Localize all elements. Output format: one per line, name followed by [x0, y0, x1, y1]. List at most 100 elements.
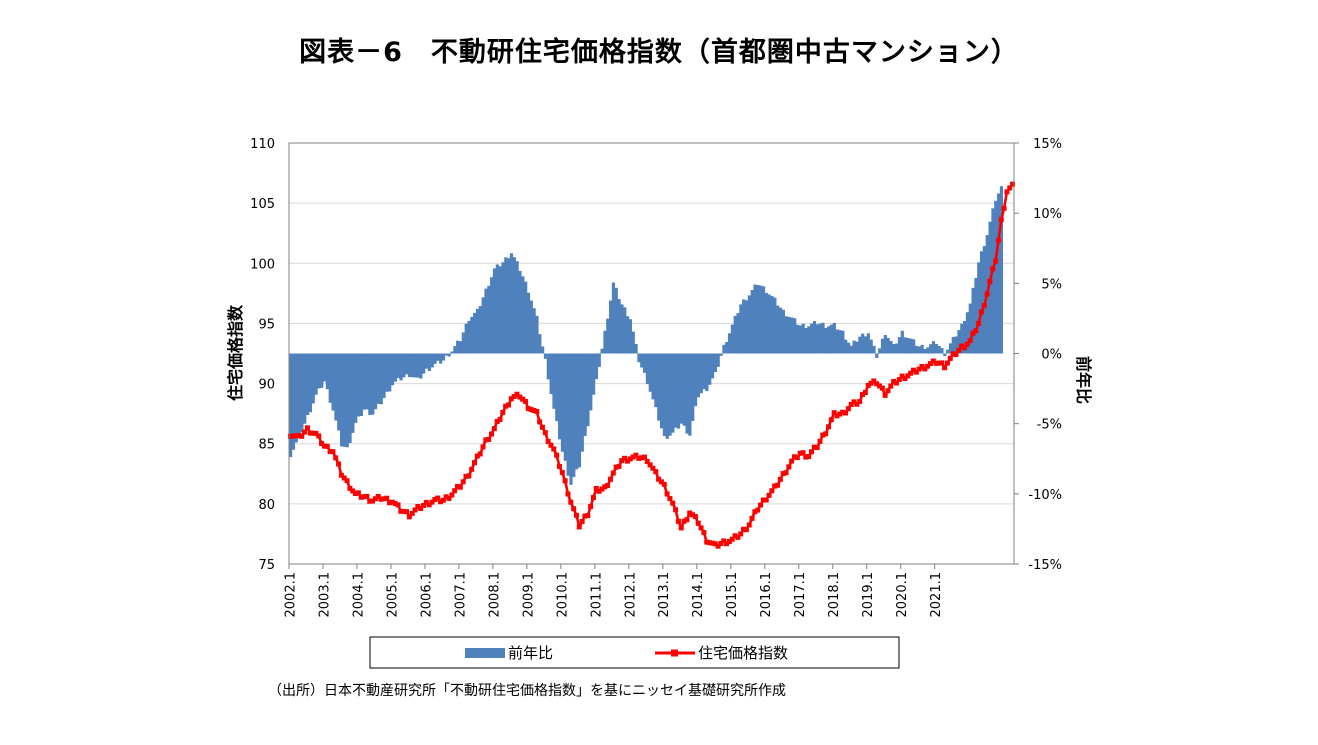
right-axis: -15% -10% -5% 0% 5% 10% 15%: [1014, 137, 1062, 573]
bar: [535, 315, 539, 354]
bar: [912, 339, 916, 354]
line-point: [364, 493, 370, 499]
line-point: [370, 498, 376, 504]
line-point: [494, 419, 500, 425]
bar: [382, 353, 386, 399]
bar: [829, 324, 834, 354]
legend: 前年比 住宅価格指数: [369, 636, 900, 669]
line-point: [531, 408, 537, 414]
bar: [651, 353, 655, 400]
right-axis-title: 前年比: [1074, 356, 1093, 404]
x-tick-label: 2014.1: [691, 572, 706, 618]
line-point: [865, 382, 871, 388]
bar: [988, 221, 992, 354]
line-point: [893, 380, 899, 386]
bar: [623, 307, 627, 354]
bar: [436, 353, 440, 361]
line-point: [330, 449, 336, 455]
bar: [303, 353, 307, 424]
line-point: [913, 369, 919, 375]
bar: [416, 353, 420, 378]
line-point: [956, 347, 962, 353]
bar: [291, 353, 296, 450]
bar: [634, 343, 638, 354]
line-point: [675, 518, 681, 524]
line-point: [859, 392, 865, 398]
line-point: [732, 533, 738, 539]
bar: [439, 353, 443, 364]
right-tick-label: 0%: [1041, 348, 1062, 363]
bar: [648, 353, 652, 392]
bar: [328, 353, 332, 403]
line-point: [743, 527, 749, 533]
bar: [524, 281, 528, 354]
line-point: [814, 445, 820, 451]
bar: [396, 353, 400, 379]
bar: [478, 306, 482, 354]
line-point: [792, 454, 798, 460]
left-tick-label: 100: [250, 257, 275, 272]
line-point: [670, 500, 676, 506]
right-tick-label: -5%: [1037, 418, 1062, 433]
bar: [963, 320, 967, 354]
line-point: [828, 417, 834, 423]
line-point: [658, 479, 664, 485]
x-tick-label: 2018.1: [827, 572, 842, 618]
line-point: [831, 410, 837, 416]
bar: [453, 346, 457, 354]
x-tick-label: 2017.1: [793, 572, 808, 618]
bar: [399, 353, 403, 381]
bar: [427, 353, 431, 371]
line-point: [984, 291, 990, 297]
bar: [659, 353, 664, 429]
bar: [841, 330, 845, 354]
line-point: [565, 491, 571, 497]
line-point: [426, 502, 432, 508]
x-tick-label: 2015.1: [725, 572, 740, 618]
line-point: [421, 502, 427, 508]
bar: [450, 351, 454, 354]
bar: [393, 353, 397, 382]
left-tick-label: 105: [250, 197, 275, 212]
bar: [456, 340, 460, 354]
line-point: [636, 455, 642, 461]
line-point: [440, 497, 446, 503]
bar: [736, 313, 740, 354]
bar: [317, 353, 321, 389]
bar: [368, 353, 372, 415]
bar: [526, 292, 531, 354]
line-point: [545, 438, 551, 444]
bar: [812, 321, 817, 354]
bar: [589, 353, 593, 411]
bar: [297, 353, 301, 436]
bar: [971, 287, 975, 354]
bar: [886, 337, 890, 354]
chart-title: 図表－6 不動研住宅価格指数（首都圏中古マンション）: [299, 37, 1019, 68]
line-point: [630, 454, 636, 460]
line-point: [763, 497, 769, 503]
line-point: [783, 470, 789, 476]
bar: [572, 353, 576, 478]
bar: [515, 261, 519, 354]
line-point: [933, 360, 939, 366]
line-point: [786, 464, 792, 470]
x-tick-label: 2020.1: [895, 572, 910, 618]
line-point: [712, 541, 718, 547]
line-point: [520, 396, 526, 402]
bar: [798, 325, 802, 354]
line-point: [355, 490, 361, 496]
bar: [289, 353, 293, 458]
x-tick-label: 2009.1: [521, 572, 536, 618]
line-point: [939, 360, 945, 366]
line-point: [681, 518, 687, 524]
line-point: [505, 402, 511, 408]
bar: [914, 345, 919, 354]
line-point: [579, 518, 585, 524]
right-tick-label: -10%: [1028, 488, 1062, 503]
bar: [314, 353, 318, 395]
bar: [325, 353, 329, 390]
line-point: [367, 498, 373, 504]
line-point: [947, 355, 953, 361]
bar: [943, 353, 947, 357]
line-point: [463, 473, 469, 479]
